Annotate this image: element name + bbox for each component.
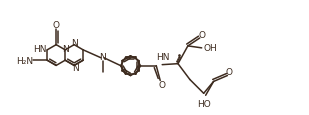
Text: N: N bbox=[99, 53, 106, 62]
Text: H₂N: H₂N bbox=[16, 56, 33, 65]
Text: OH: OH bbox=[204, 44, 218, 53]
Text: N: N bbox=[62, 45, 69, 53]
Text: HN: HN bbox=[33, 45, 46, 53]
Text: HN: HN bbox=[156, 52, 170, 61]
Text: O: O bbox=[226, 68, 233, 76]
Text: O: O bbox=[198, 30, 205, 39]
Text: N: N bbox=[71, 39, 78, 48]
Text: N: N bbox=[72, 64, 78, 73]
Text: O: O bbox=[53, 21, 60, 30]
Text: O: O bbox=[159, 80, 166, 89]
Text: HO: HO bbox=[197, 99, 210, 108]
